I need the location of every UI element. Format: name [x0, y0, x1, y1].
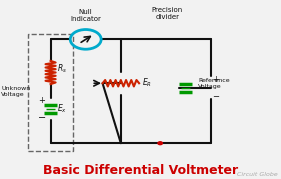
Text: +: + [38, 96, 45, 105]
Text: Precision
divider: Precision divider [151, 7, 183, 20]
Text: Circuit Globe: Circuit Globe [237, 172, 278, 177]
Text: $R_s$: $R_s$ [57, 63, 67, 75]
Text: Unknown
Voltage: Unknown Voltage [1, 86, 31, 97]
Text: $E_x$: $E_x$ [57, 103, 67, 115]
Text: −: − [212, 92, 219, 101]
Text: Basic Differential Voltmeter: Basic Differential Voltmeter [43, 164, 238, 176]
Circle shape [158, 142, 162, 145]
Text: +: + [212, 75, 219, 84]
Text: $E_R$: $E_R$ [142, 77, 152, 90]
Bar [28, 34, 73, 151]
Text: Null
Indicator: Null Indicator [70, 9, 101, 22]
Text: Reference
Voltage: Reference Voltage [198, 78, 230, 89]
Text: −: − [38, 113, 46, 123]
